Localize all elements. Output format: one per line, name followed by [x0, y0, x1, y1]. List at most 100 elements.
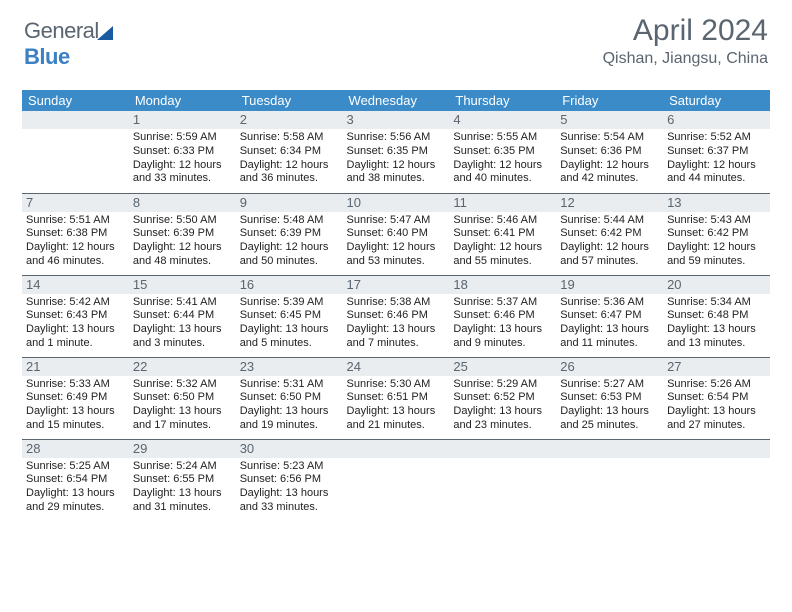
- sunset-text: Sunset: 6:46 PM: [453, 309, 552, 323]
- calendar-cell: 24Sunrise: 5:30 AMSunset: 6:51 PMDayligh…: [343, 357, 450, 439]
- daylight-text-2: and 25 minutes.: [560, 419, 659, 433]
- daylight-text-2: and 46 minutes.: [26, 255, 125, 269]
- daylight-text-1: Daylight: 13 hours: [26, 487, 125, 501]
- sunrise-text: Sunrise: 5:31 AM: [240, 378, 339, 392]
- sunrise-text: Sunrise: 5:52 AM: [667, 131, 766, 145]
- sunset-text: Sunset: 6:43 PM: [26, 309, 125, 323]
- daylight-text-2: and 59 minutes.: [667, 255, 766, 269]
- sunset-text: Sunset: 6:55 PM: [133, 473, 232, 487]
- daylight-text-2: and 33 minutes.: [133, 172, 232, 186]
- day-header: Monday: [129, 90, 236, 111]
- sunset-text: Sunset: 6:42 PM: [667, 227, 766, 241]
- day-header: Friday: [556, 90, 663, 111]
- daylight-text-2: and 44 minutes.: [667, 172, 766, 186]
- daylight-text-2: and 15 minutes.: [26, 419, 125, 433]
- day-number-empty: [556, 440, 663, 458]
- daylight-text-1: Daylight: 12 hours: [667, 241, 766, 255]
- day-number: 7: [22, 194, 129, 212]
- calendar-cell: 7Sunrise: 5:51 AMSunset: 6:38 PMDaylight…: [22, 193, 129, 275]
- sunset-text: Sunset: 6:40 PM: [347, 227, 446, 241]
- day-details: Sunrise: 5:27 AMSunset: 6:53 PMDaylight:…: [556, 376, 663, 433]
- day-number: 1: [129, 111, 236, 129]
- calendar-cell: 2 Sunrise: 5:58 AMSunset: 6:34 PMDaylight…: [236, 111, 343, 193]
- calendar-cell: 28Sunrise: 5:25 AMSunset: 6:54 PMDayligh…: [22, 439, 129, 521]
- daylight-text-2: and 17 minutes.: [133, 419, 232, 433]
- calendar-header-row: SundayMondayTuesdayWednesdayThursdayFrid…: [22, 90, 770, 111]
- sunrise-text: Sunrise: 5:58 AM: [240, 131, 339, 145]
- day-number: 30: [236, 440, 343, 458]
- daylight-text-2: and 29 minutes.: [26, 501, 125, 515]
- day-number: 3: [343, 111, 450, 129]
- day-details: Sunrise: 5:50 AMSunset: 6:39 PMDaylight:…: [129, 212, 236, 269]
- day-number-empty: [663, 440, 770, 458]
- daylight-text-2: and 36 minutes.: [240, 172, 339, 186]
- daylight-text-2: and 57 minutes.: [560, 255, 659, 269]
- daylight-text-1: Daylight: 12 hours: [240, 159, 339, 173]
- calendar-cell: 20Sunrise: 5:34 AMSunset: 6:48 PMDayligh…: [663, 275, 770, 357]
- day-details: Sunrise: 5:47 AMSunset: 6:40 PMDaylight:…: [343, 212, 450, 269]
- daylight-text-1: Daylight: 13 hours: [453, 405, 552, 419]
- day-number: 6: [663, 111, 770, 129]
- sunrise-text: Sunrise: 5:44 AM: [560, 214, 659, 228]
- sunrise-text: Sunrise: 5:46 AM: [453, 214, 552, 228]
- sunrise-text: Sunrise: 5:56 AM: [347, 131, 446, 145]
- day-number: 23: [236, 358, 343, 376]
- day-number: 2: [236, 111, 343, 129]
- calendar-cell: 11 Sunrise: 5:46 AMSunset: 6:41 PMDayligh…: [449, 193, 556, 275]
- sunrise-text: Sunrise: 5:43 AM: [667, 214, 766, 228]
- sunset-text: Sunset: 6:36 PM: [560, 145, 659, 159]
- daylight-text-2: and 27 minutes.: [667, 419, 766, 433]
- day-header: Thursday: [449, 90, 556, 111]
- calendar-cell: [556, 439, 663, 521]
- sunset-text: Sunset: 6:48 PM: [667, 309, 766, 323]
- day-number: 8: [129, 194, 236, 212]
- daylight-text-2: and 53 minutes.: [347, 255, 446, 269]
- day-number: 10: [343, 194, 450, 212]
- day-number: 5: [556, 111, 663, 129]
- day-number: 12: [556, 194, 663, 212]
- calendar-cell: 21Sunrise: 5:33 AMSunset: 6:49 PMDayligh…: [22, 357, 129, 439]
- day-details: Sunrise: 5:24 AMSunset: 6:55 PMDaylight:…: [129, 458, 236, 515]
- calendar-cell: 8Sunrise: 5:50 AMSunset: 6:39 PMDaylight…: [129, 193, 236, 275]
- daylight-text-2: and 23 minutes.: [453, 419, 552, 433]
- day-header: Tuesday: [236, 90, 343, 111]
- daylight-text-1: Daylight: 12 hours: [560, 241, 659, 255]
- day-header: Wednesday: [343, 90, 450, 111]
- calendar-cell: 3Sunrise: 5:56 AMSunset: 6:35 PMDaylight…: [343, 111, 450, 193]
- calendar-cell: 1Sunrise: 5:59 AMSunset: 6:33 PMDaylight…: [129, 111, 236, 193]
- daylight-text-2: and 38 minutes.: [347, 172, 446, 186]
- calendar-cell: 23Sunrise: 5:31 AMSunset: 6:50 PMDayligh…: [236, 357, 343, 439]
- sunset-text: Sunset: 6:56 PM: [240, 473, 339, 487]
- daylight-text-1: Daylight: 13 hours: [453, 323, 552, 337]
- day-details: Sunrise: 5:32 AMSunset: 6:50 PMDaylight:…: [129, 376, 236, 433]
- day-number: 25: [449, 358, 556, 376]
- daylight-text-1: Daylight: 12 hours: [453, 241, 552, 255]
- sunset-text: Sunset: 6:35 PM: [347, 145, 446, 159]
- sunset-text: Sunset: 6:41 PM: [453, 227, 552, 241]
- day-details: Sunrise: 5:29 AMSunset: 6:52 PMDaylight:…: [449, 376, 556, 433]
- day-details: Sunrise: 5:25 AMSunset: 6:54 PMDaylight:…: [22, 458, 129, 515]
- calendar-cell: 4Sunrise: 5:55 AMSunset: 6:35 PMDaylight…: [449, 111, 556, 193]
- sunrise-text: Sunrise: 5:50 AM: [133, 214, 232, 228]
- calendar-cell: [663, 439, 770, 521]
- day-details: Sunrise: 5:31 AMSunset: 6:50 PMDaylight:…: [236, 376, 343, 433]
- day-number: 29: [129, 440, 236, 458]
- sunset-text: Sunset: 6:51 PM: [347, 391, 446, 405]
- sunrise-text: Sunrise: 5:55 AM: [453, 131, 552, 145]
- day-number: 16: [236, 276, 343, 294]
- calendar-cell: 19Sunrise: 5:36 AMSunset: 6:47 PMDayligh…: [556, 275, 663, 357]
- day-details: Sunrise: 5:23 AMSunset: 6:56 PMDaylight:…: [236, 458, 343, 515]
- day-number: 15: [129, 276, 236, 294]
- calendar-week-row: 7Sunrise: 5:51 AMSunset: 6:38 PMDaylight…: [22, 193, 770, 275]
- daylight-text-1: Daylight: 12 hours: [560, 159, 659, 173]
- sunset-text: Sunset: 6:54 PM: [26, 473, 125, 487]
- daylight-text-2: and 5 minutes.: [240, 337, 339, 351]
- daylight-text-1: Daylight: 12 hours: [240, 241, 339, 255]
- sunset-text: Sunset: 6:44 PM: [133, 309, 232, 323]
- sunset-text: Sunset: 6:34 PM: [240, 145, 339, 159]
- sunset-text: Sunset: 6:54 PM: [667, 391, 766, 405]
- daylight-text-2: and 31 minutes.: [133, 501, 232, 515]
- day-number: 14: [22, 276, 129, 294]
- day-number: 11: [449, 194, 556, 212]
- daylight-text-1: Daylight: 13 hours: [133, 405, 232, 419]
